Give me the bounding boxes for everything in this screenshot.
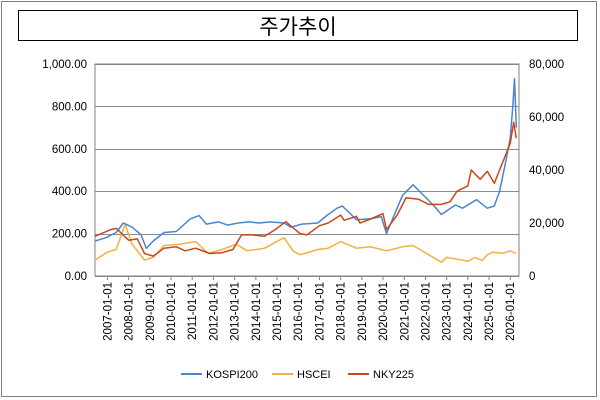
x-tick-label: 2022-01-01 bbox=[420, 282, 432, 341]
left-tick-label: 800.00 bbox=[52, 101, 87, 113]
series-line-hscei bbox=[94, 223, 517, 263]
legend-label-kospi200: KOSPI200 bbox=[206, 369, 258, 381]
x-tick-label: 2021-01-01 bbox=[399, 282, 411, 341]
x-tick-label: 2019-01-01 bbox=[357, 282, 369, 341]
left-tick-label: 1,000.00 bbox=[42, 59, 87, 71]
x-tick-label: 2018-01-01 bbox=[336, 282, 348, 341]
x-tick-label: 2009-01-01 bbox=[145, 282, 157, 341]
left-tick-label: 0.00 bbox=[65, 271, 87, 283]
left-tick-label: 400.00 bbox=[52, 186, 87, 198]
x-tick-label: 2014-01-01 bbox=[251, 282, 263, 341]
chart-title-text: 주가추이 bbox=[259, 14, 337, 39]
series-line-nky225 bbox=[94, 121, 518, 257]
x-tick-label: 2024-01-01 bbox=[463, 282, 475, 341]
x-tick-label: 2012-01-01 bbox=[208, 282, 220, 341]
right-tick-label: 0 bbox=[529, 271, 535, 283]
series-line-kospi200 bbox=[94, 78, 518, 250]
grid-lines bbox=[95, 64, 519, 277]
x-tick-label: 2020-01-01 bbox=[378, 282, 390, 341]
x-tick-label: 2007-01-01 bbox=[102, 282, 114, 341]
left-tick-label: 600.00 bbox=[52, 144, 87, 156]
plot-area-border bbox=[94, 63, 520, 277]
right-tick-label: 40,000 bbox=[529, 165, 564, 177]
legend-label-hscei: HSCEI bbox=[297, 369, 331, 381]
x-tick-label: 2015-01-01 bbox=[272, 282, 284, 341]
legend: KOSPI200 HSCEI NKY225 bbox=[181, 369, 414, 381]
x-axis-ticks: 2007-01-01 2008-01-01 2009-01-01 2010-01-01… bbox=[102, 276, 517, 341]
right-tick-label: 20,000 bbox=[529, 218, 564, 230]
chart-title: 주가추이 bbox=[18, 10, 578, 41]
right-axis-ticks: 0 20,000 40,000 60,000 80,000 bbox=[529, 59, 564, 283]
x-tick-label: 2017-01-01 bbox=[314, 282, 326, 341]
series-lines bbox=[94, 78, 518, 263]
right-tick-label: 80,000 bbox=[529, 59, 564, 71]
right-tick-label: 60,000 bbox=[529, 112, 564, 124]
x-tick-label: 2023-01-01 bbox=[442, 282, 454, 341]
x-tick-label: 2011-01-01 bbox=[187, 282, 199, 340]
x-tick-label: 2010-01-01 bbox=[166, 282, 178, 341]
x-tick-label: 2026-01-01 bbox=[505, 282, 517, 341]
x-tick-label: 2016-01-01 bbox=[293, 282, 305, 341]
x-tick-label: 2013-01-01 bbox=[230, 282, 242, 341]
left-tick-label: 200.00 bbox=[52, 229, 87, 241]
legend-label-nky225: NKY225 bbox=[373, 369, 414, 381]
left-axis-ticks: 0.00 200.00 400.00 600.00 800.00 1,000.00 bbox=[42, 59, 87, 283]
x-tick-label: 2008-01-01 bbox=[124, 282, 136, 341]
x-tick-label: 2025-01-01 bbox=[484, 282, 496, 341]
